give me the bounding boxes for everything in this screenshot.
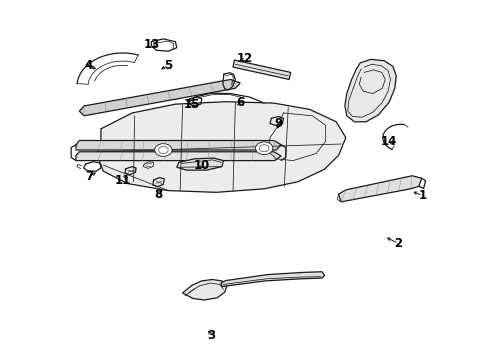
Text: 7: 7: [85, 170, 93, 183]
Text: 5: 5: [164, 59, 172, 72]
Text: 14: 14: [381, 135, 397, 148]
Text: 12: 12: [237, 52, 253, 65]
Text: 11: 11: [115, 174, 131, 186]
Text: 10: 10: [194, 159, 210, 172]
Polygon shape: [339, 176, 422, 202]
Circle shape: [155, 144, 172, 156]
Polygon shape: [221, 272, 325, 287]
Text: 4: 4: [85, 59, 93, 72]
Polygon shape: [76, 152, 281, 161]
Polygon shape: [177, 158, 223, 170]
Text: 3: 3: [207, 329, 216, 342]
Text: 13: 13: [143, 38, 159, 51]
Polygon shape: [79, 80, 240, 116]
Circle shape: [159, 147, 168, 153]
Text: 1: 1: [418, 189, 427, 202]
Text: 8: 8: [154, 188, 163, 201]
Circle shape: [256, 142, 273, 154]
Circle shape: [259, 145, 269, 152]
Text: 9: 9: [274, 117, 283, 130]
Polygon shape: [97, 102, 346, 192]
Text: 2: 2: [394, 237, 403, 250]
Polygon shape: [345, 59, 396, 122]
Polygon shape: [183, 279, 227, 300]
Polygon shape: [76, 140, 281, 150]
Text: 6: 6: [236, 96, 245, 109]
Text: 15: 15: [184, 98, 200, 111]
Polygon shape: [233, 60, 291, 80]
